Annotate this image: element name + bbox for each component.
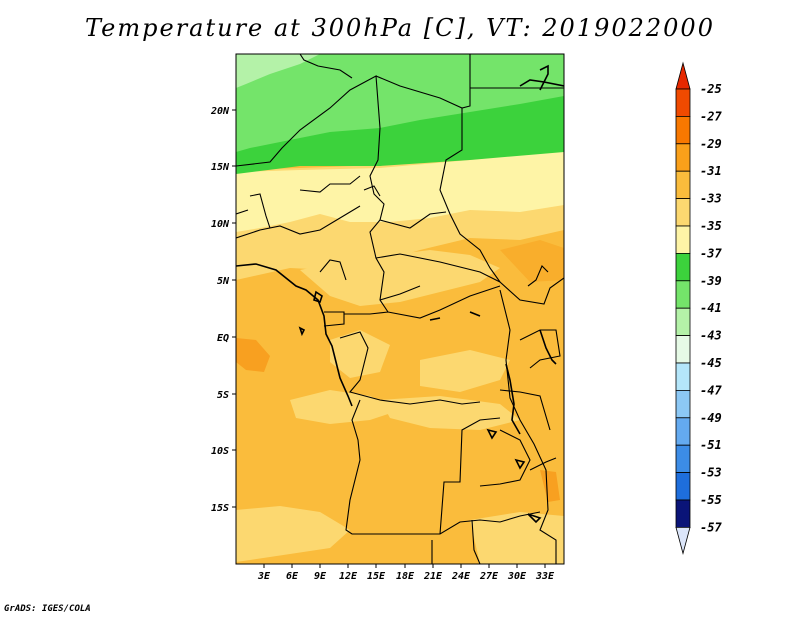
longitude-ticks	[263, 564, 546, 568]
colorbar-swatch	[675, 499, 691, 528]
colorbar-label: -53	[700, 466, 722, 480]
colorbar-label: -49	[700, 411, 722, 425]
lat-label: 5S	[217, 390, 229, 401]
colorbar-label: -51	[700, 438, 722, 452]
coastline	[236, 64, 564, 524]
latitude-ticks	[232, 109, 236, 508]
lat-label: 10S	[211, 446, 229, 457]
lon-label: 33E	[535, 571, 555, 582]
colorbar-label: -37	[700, 246, 722, 260]
colorbar-swatch	[675, 88, 691, 117]
colorbar-label: -55	[700, 493, 722, 507]
colorbar-swatch	[675, 362, 691, 391]
longitude-labels: 3E 6E 9E 12E 15E 18E 21E 24E 27E 30E 33E	[257, 571, 555, 582]
colorbar-label: -29	[700, 137, 722, 151]
lat-label: 20N	[210, 106, 230, 117]
latitude-labels: 20N 15N 10N 5N EQ 5S 10S 15S	[210, 106, 230, 514]
colorbar-label: -35	[700, 219, 722, 233]
temperature-field	[236, 54, 564, 564]
colorbar-bottom-arrow	[675, 527, 691, 555]
colorbar: -25 -27 -29 -31 -33 -35 -37 -39 -41 -43 -45 -47 -49 -…	[675, 61, 722, 555]
chart-title: Temperature at 300hPa [C], VT: 201902200…	[85, 14, 715, 42]
colorbar-label: -25	[700, 82, 722, 96]
lon-label: 24E	[451, 571, 471, 582]
lon-label: 30E	[507, 571, 527, 582]
colorbar-swatch	[675, 389, 691, 419]
colorbar-label: -43	[700, 329, 722, 343]
colorbar-swatch	[675, 143, 691, 172]
colorbar-label: -57	[700, 520, 722, 534]
colorbar-label: -27	[700, 109, 722, 123]
colorbar-label: -39	[700, 274, 722, 288]
colorbar-swatch	[675, 280, 691, 309]
colorbar-label: -31	[700, 164, 722, 178]
colorbar-label: -33	[700, 192, 722, 206]
lat-label: 10N	[211, 219, 230, 230]
colorbar-label: -47	[700, 383, 722, 397]
country-borders	[236, 54, 564, 564]
colorbar-swatch	[675, 417, 691, 446]
lon-label: 15E	[367, 571, 386, 582]
colorbar-label: -41	[700, 301, 722, 315]
colorbar-swatch	[675, 170, 691, 199]
lon-label: 9E	[314, 571, 327, 582]
lon-label: 12E	[339, 571, 358, 582]
credit-label: GrADS: IGES/COLA	[4, 604, 91, 614]
lon-label: 21E	[423, 571, 443, 582]
lon-label: 6E	[286, 571, 299, 582]
colorbar-swatch	[675, 335, 691, 364]
colorbar-swatch	[675, 225, 691, 254]
colorbar-swatch	[675, 116, 691, 145]
lat-label: EQ	[217, 333, 229, 344]
colorbar-label: -45	[700, 356, 722, 370]
colorbar-swatch	[675, 198, 691, 227]
lat-label: 5N	[217, 276, 230, 287]
lon-label: 3E	[257, 571, 271, 582]
lon-label: 18E	[396, 571, 415, 582]
colorbar-swatch	[675, 472, 691, 501]
colorbar-swatch	[675, 252, 691, 282]
lon-label: 27E	[479, 571, 499, 582]
map-frame	[235, 53, 565, 565]
lat-label: 15N	[211, 162, 230, 173]
colorbar-swatch	[675, 307, 691, 337]
lat-label: 15S	[211, 503, 229, 514]
colorbar-swatch	[675, 444, 691, 474]
colorbar-top-arrow	[675, 61, 691, 90]
